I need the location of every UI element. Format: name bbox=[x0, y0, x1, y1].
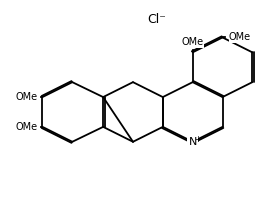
Text: Cl⁻: Cl⁻ bbox=[147, 13, 166, 26]
Text: OMe: OMe bbox=[229, 33, 251, 42]
Text: OMe: OMe bbox=[15, 92, 37, 102]
Text: OMe: OMe bbox=[15, 122, 37, 132]
Text: N: N bbox=[188, 137, 197, 147]
Text: OMe: OMe bbox=[182, 37, 204, 47]
Text: +: + bbox=[194, 135, 201, 144]
